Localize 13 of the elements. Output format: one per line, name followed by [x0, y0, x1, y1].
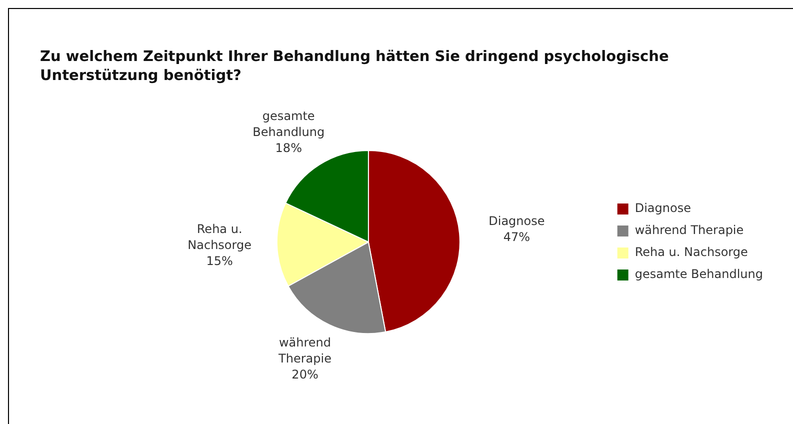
legend-label: während Therapie [634, 223, 744, 238]
slice-label: Diagnose [488, 214, 545, 228]
legend-label: Diagnose [634, 201, 691, 216]
slice-label: während Therapie [278, 335, 332, 366]
data-label: 15% [206, 254, 233, 268]
data-label: 47% [503, 230, 530, 244]
slice-label: gesamte Behandlung [252, 108, 325, 139]
slice-label: Reha u. Nachsorge [188, 222, 252, 252]
chart-title: Zu welchem Zeitpunkt Ihrer Behandlung hätten Sie dringend psychologische Unterstützung benötigt? [40, 48, 670, 86]
data-label: 20% [292, 367, 318, 382]
legend-label: gesamte Behandlung [634, 267, 763, 282]
data-label: 18% [275, 140, 302, 155]
legend-label: Reha u. Nachsorge [634, 245, 748, 260]
